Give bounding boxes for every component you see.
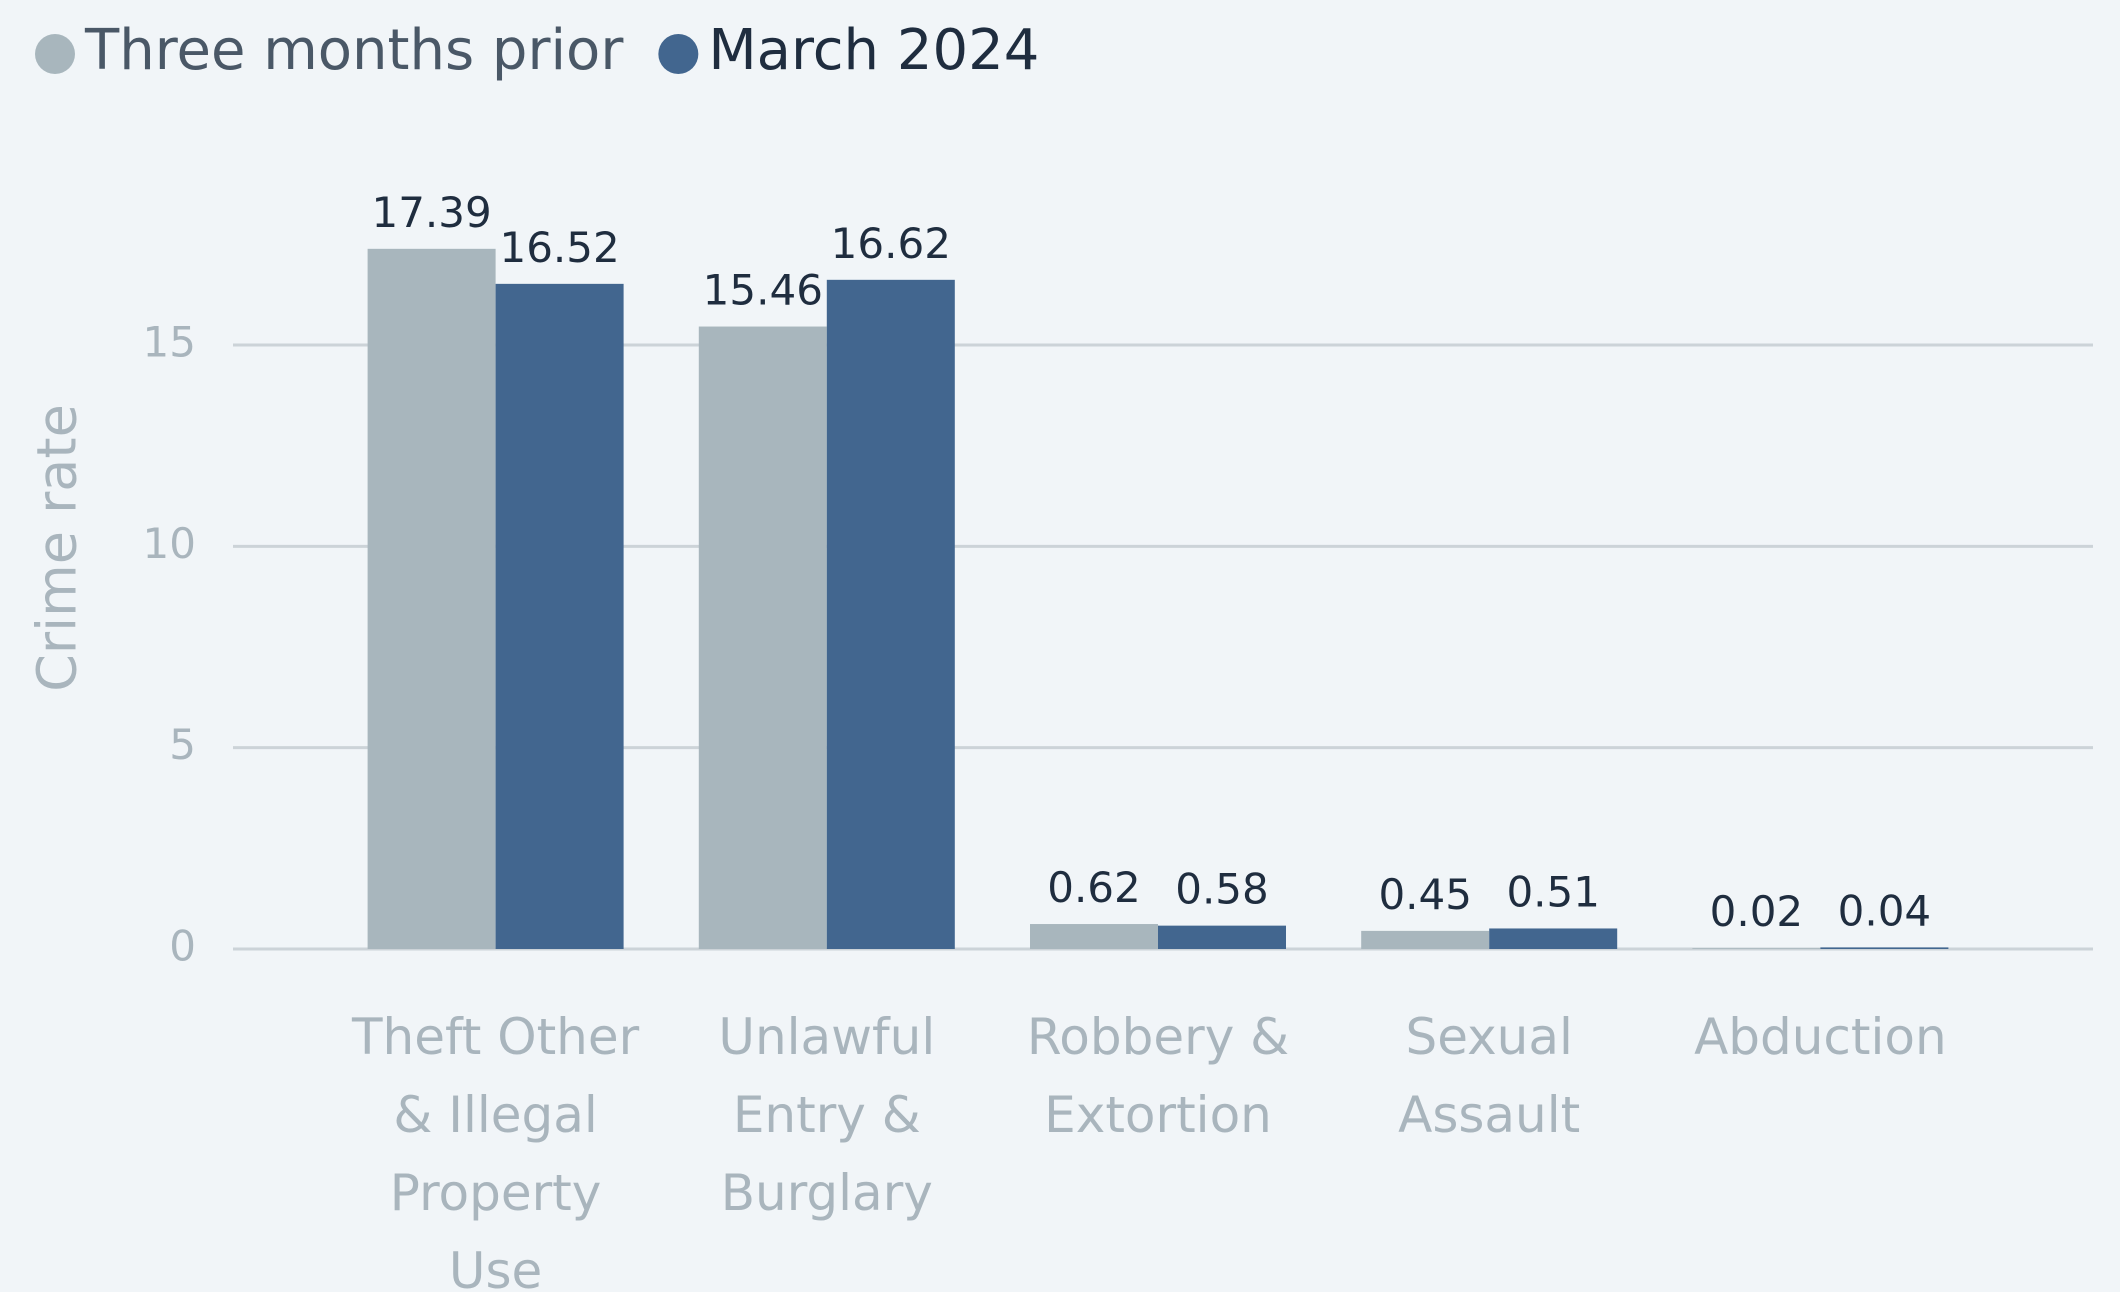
x-tick-label: Robbery & Extortion [1026, 1008, 1290, 1144]
bar [1158, 925, 1286, 949]
y-tick-label: 15 [143, 318, 196, 367]
y-tick-label: 5 [169, 720, 196, 769]
y-axis-label: Crime rate [26, 404, 89, 692]
legend-marker [658, 34, 699, 74]
x-tick-label: Unlawful Entry & Burglary [718, 1008, 936, 1222]
data-label: 0.04 [1838, 886, 1932, 935]
bar [1489, 928, 1618, 949]
bar [1361, 930, 1490, 949]
x-tick-label: Sexual Assault [1398, 1008, 1581, 1144]
data-label: 0.58 [1175, 865, 1269, 914]
y-tick-label: 10 [143, 519, 196, 568]
data-label: 16.52 [499, 223, 619, 272]
data-label: 0.51 [1506, 867, 1600, 916]
bar [826, 279, 955, 950]
data-label: 0.45 [1378, 870, 1472, 919]
x-tick-label: Abduction [1694, 1008, 1947, 1066]
x-tick-label: Theft Other & Illegal Property Use [352, 1008, 640, 1292]
data-label: 15.46 [703, 266, 823, 315]
legend-label: March 2024 [708, 18, 1039, 83]
bar [495, 283, 624, 949]
y-tick-label: 0 [169, 922, 196, 971]
bar [1030, 924, 1158, 949]
data-label: 17.39 [371, 188, 491, 237]
bar [698, 326, 827, 949]
legend-label: Three months prior [84, 18, 624, 83]
data-label: 0.62 [1047, 863, 1141, 912]
data-label: 16.62 [831, 219, 951, 268]
legend-marker [35, 34, 75, 74]
bar [1820, 947, 1949, 949]
bar [1692, 948, 1821, 949]
data-label: 0.02 [1710, 887, 1804, 936]
bar [367, 248, 496, 950]
